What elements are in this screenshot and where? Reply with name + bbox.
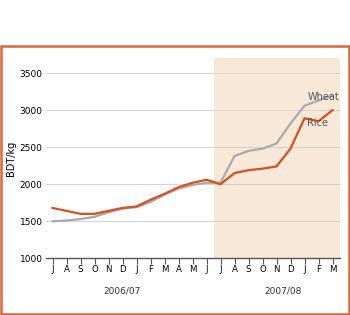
Text: Rice: Rice	[307, 118, 328, 129]
Text: Wheat: Wheat	[307, 92, 339, 102]
Bar	[214, 58, 340, 258]
Text: Figure 9: Figure 9	[10, 18, 64, 28]
Text: 2006/07: 2006/07	[104, 286, 141, 295]
Text: . Wheat and rice retail prices in Bangladesh: . Wheat and rice retail prices in Bangla…	[58, 18, 307, 28]
Text: 2007/08: 2007/08	[265, 286, 302, 295]
Y-axis label: BDT/kg: BDT/kg	[6, 141, 15, 176]
